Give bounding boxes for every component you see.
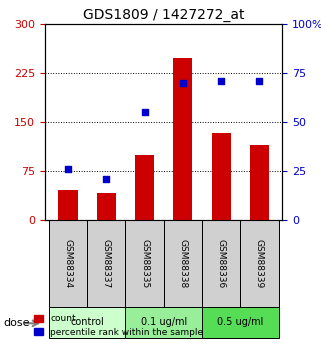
Legend: count, percentile rank within the sample: count, percentile rank within the sample [30, 311, 207, 341]
Bar [97, 193, 116, 220]
Bar [250, 145, 269, 220]
Text: GSM88335: GSM88335 [140, 239, 149, 288]
Point [180, 80, 186, 86]
Text: GSM88336: GSM88336 [217, 239, 226, 288]
FancyBboxPatch shape [49, 220, 87, 307]
FancyBboxPatch shape [202, 307, 279, 338]
FancyBboxPatch shape [49, 307, 126, 338]
FancyBboxPatch shape [164, 220, 202, 307]
FancyBboxPatch shape [202, 220, 240, 307]
FancyBboxPatch shape [240, 220, 279, 307]
Point [219, 78, 224, 84]
Text: GSM88338: GSM88338 [178, 239, 187, 288]
Title: GDS1809 / 1427272_at: GDS1809 / 1427272_at [83, 8, 245, 22]
Text: control: control [70, 317, 104, 327]
Bar [212, 134, 231, 220]
Text: 0.5 ug/ml: 0.5 ug/ml [217, 317, 264, 327]
Bar [135, 155, 154, 220]
Bar [173, 58, 193, 220]
Text: GSM88339: GSM88339 [255, 239, 264, 288]
FancyBboxPatch shape [126, 307, 202, 338]
Text: GSM88337: GSM88337 [102, 239, 111, 288]
Text: GSM88334: GSM88334 [64, 239, 73, 288]
Text: 0.1 ug/ml: 0.1 ug/ml [141, 317, 187, 327]
Bar [58, 190, 77, 220]
FancyBboxPatch shape [126, 220, 164, 307]
Point [142, 110, 147, 115]
Point [104, 176, 109, 182]
Point [65, 167, 71, 172]
Text: dose: dose [3, 318, 30, 327]
Point [257, 78, 262, 84]
FancyBboxPatch shape [87, 220, 126, 307]
